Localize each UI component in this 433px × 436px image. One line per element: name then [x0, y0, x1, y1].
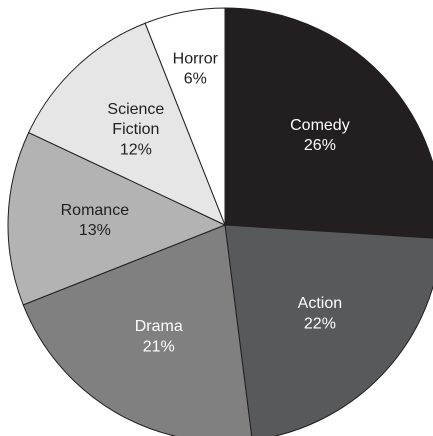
pie-slice: [7, 131, 227, 306]
slice-label: Comedy: [290, 117, 350, 134]
slice-label: Drama: [135, 318, 183, 335]
slice-value-label: 26%: [304, 137, 336, 154]
pie-slice: [224, 7, 433, 239]
pie-slice: [22, 224, 253, 436]
slice-label: Action: [298, 295, 342, 312]
slice-value-label: 12%: [120, 141, 152, 158]
pie-slice: [224, 224, 433, 436]
slice-value-label: 6%: [184, 71, 207, 88]
slice-label: Romance: [61, 202, 130, 219]
slice-label: Horror: [173, 51, 219, 68]
pie-slice: [144, 7, 226, 226]
slice-label: Science Fiction: [107, 101, 164, 138]
slice-value-label: 21%: [143, 338, 175, 355]
pie-slice: [27, 22, 226, 226]
slice-value-label: 22%: [304, 315, 336, 332]
slice-value-label: 13%: [79, 222, 111, 239]
